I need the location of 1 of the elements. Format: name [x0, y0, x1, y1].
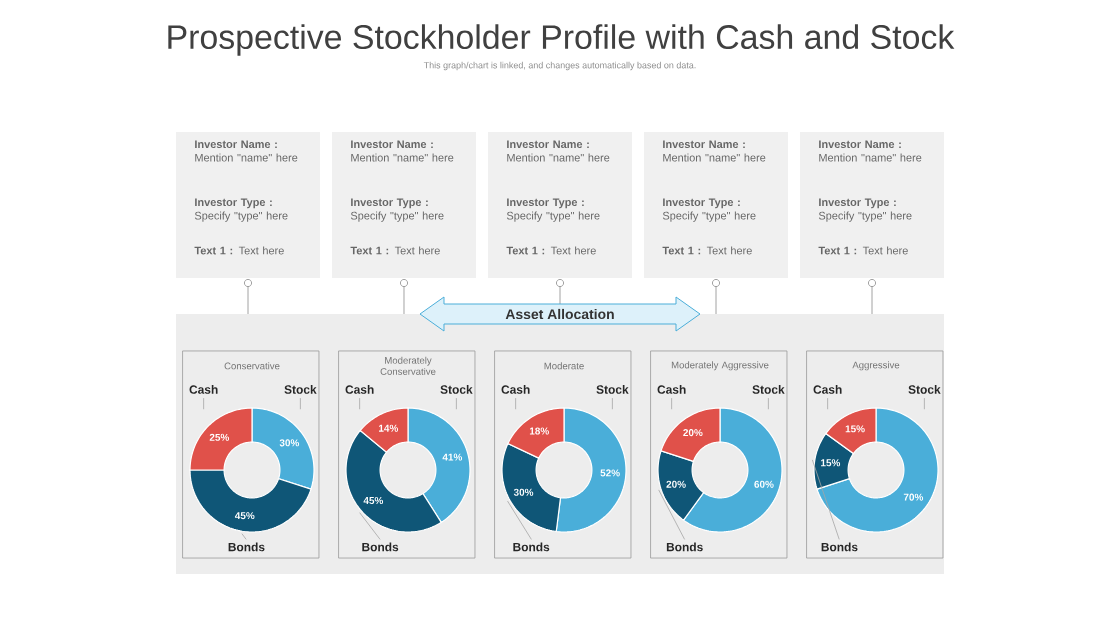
text: Prospective Stockholder Profile with Cash and Stock [168, 24, 955, 56]
